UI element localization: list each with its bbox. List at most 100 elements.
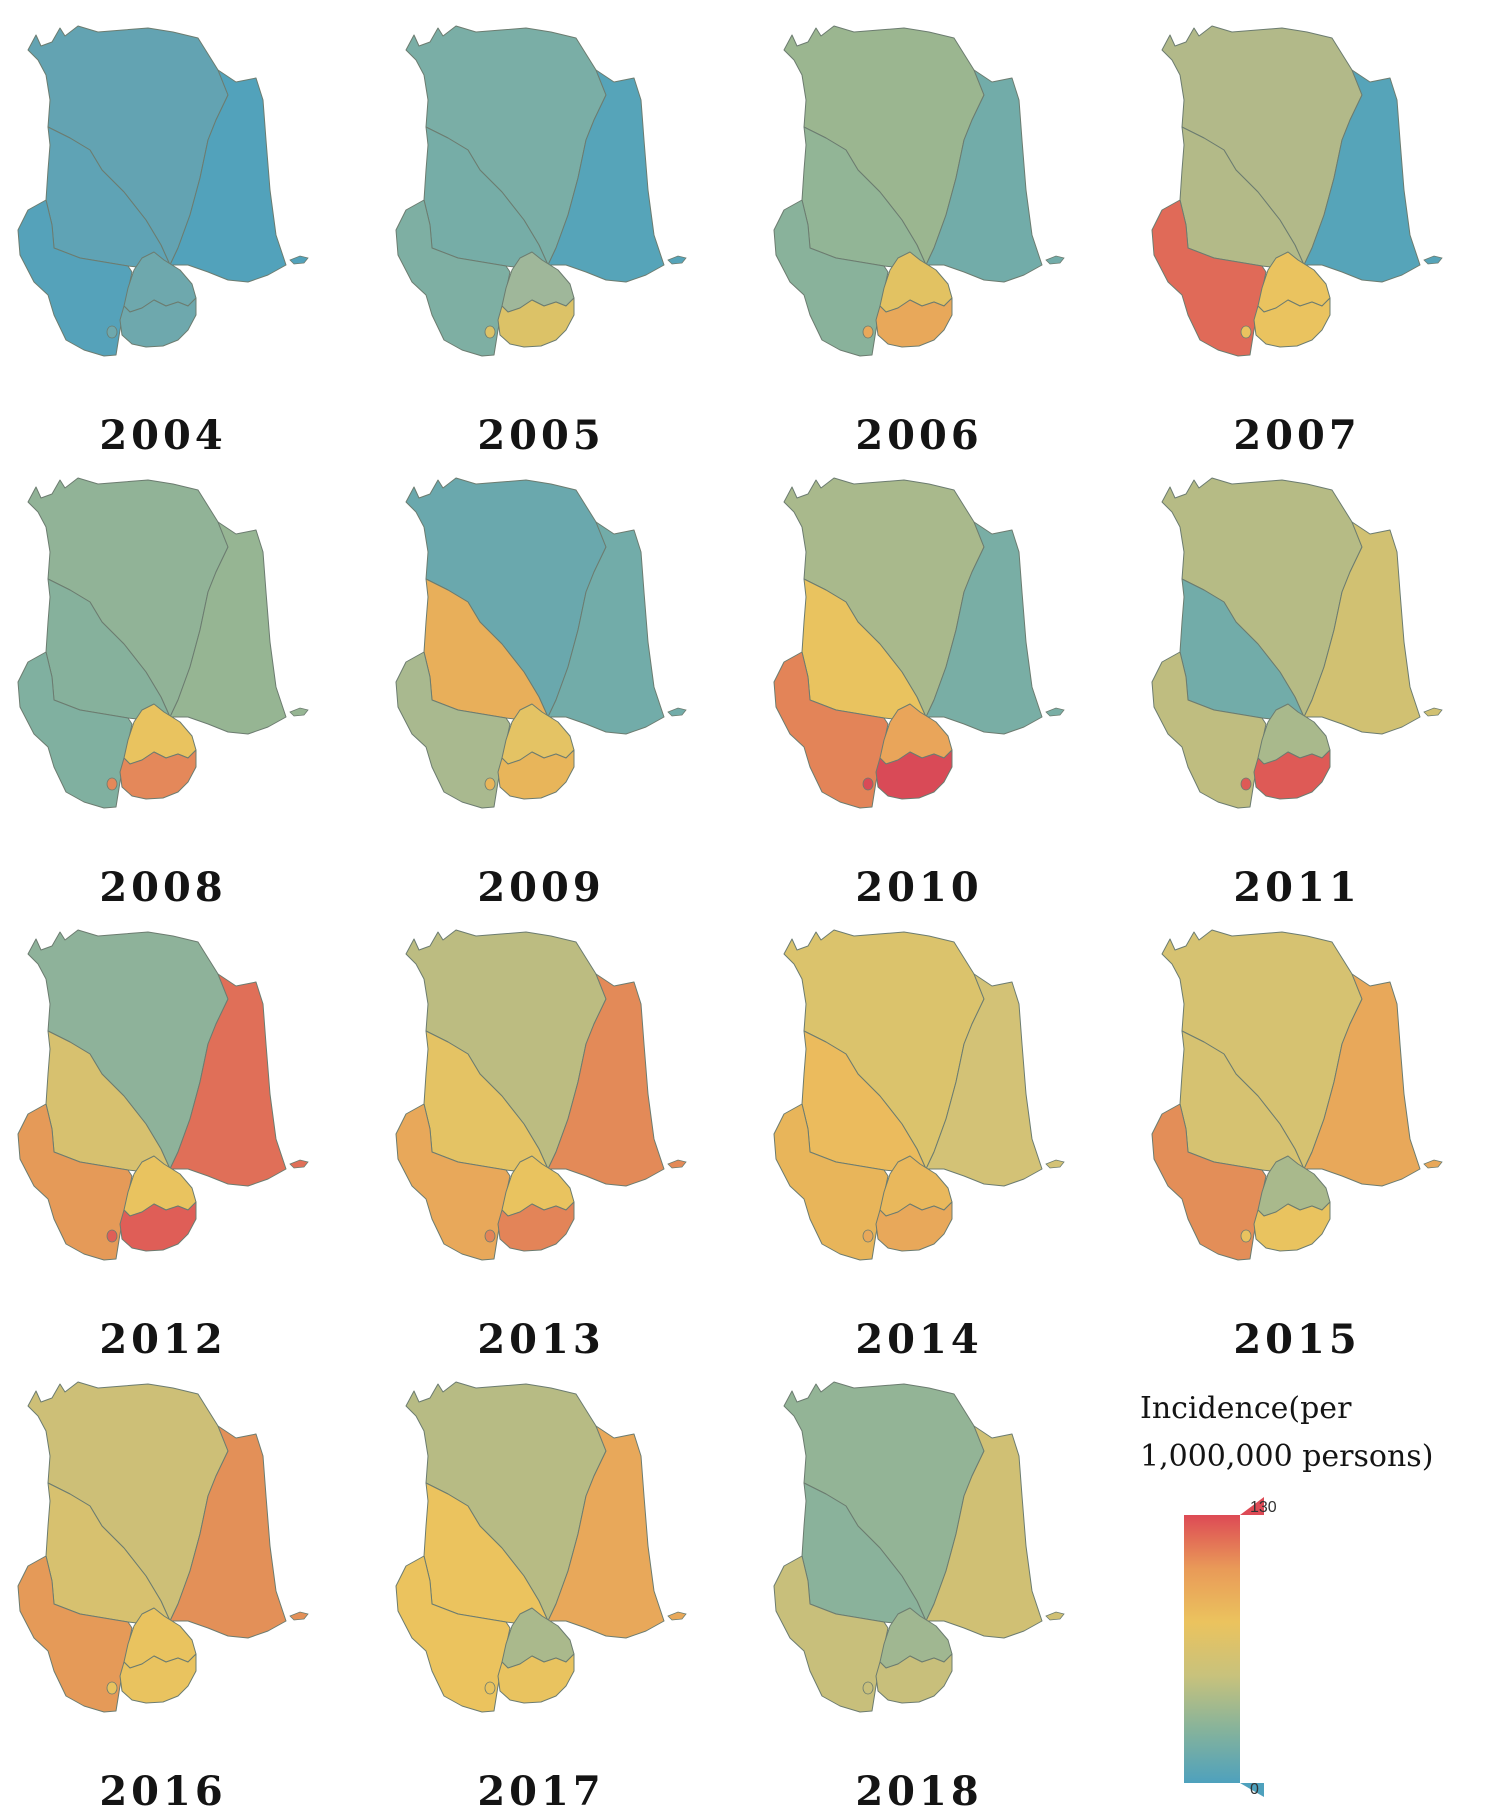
islet-right — [1045, 707, 1065, 717]
region-southwest — [395, 651, 511, 809]
map-panel-2008: 2008 — [8, 462, 348, 911]
region-east — [1303, 69, 1421, 283]
choropleth-map — [1151, 929, 1443, 1261]
min-triangle — [1240, 1783, 1264, 1797]
region-south-s — [1253, 297, 1331, 348]
year-label: 2018 — [855, 1768, 983, 1815]
islet-left — [862, 777, 874, 791]
year-label: 2017 — [477, 1768, 605, 1815]
legend-title: Incidence(per 1,000,000 persons) — [1140, 1385, 1500, 1481]
max-tick-label: 130 — [1250, 1499, 1277, 1516]
region-south-s — [119, 749, 197, 800]
region-south-s — [875, 1653, 953, 1704]
legend-title-line2: 1,000,000 persons) — [1140, 1439, 1434, 1474]
region-east — [925, 521, 1043, 735]
islet-right — [289, 1611, 309, 1621]
region-east — [925, 69, 1043, 283]
color-ramp-bar — [1184, 1515, 1240, 1783]
map-panel-2004: 2004 — [8, 10, 348, 459]
region-southwest — [395, 1103, 511, 1261]
islet-right — [289, 255, 309, 265]
islet-left — [484, 777, 496, 791]
islet-left — [862, 325, 874, 339]
year-label: 2009 — [477, 864, 605, 911]
choropleth-map — [1151, 25, 1443, 357]
islet-right — [1423, 707, 1443, 717]
choropleth-map — [395, 929, 687, 1261]
islet-left — [484, 1681, 496, 1695]
region-south-s — [875, 1201, 953, 1252]
region-east — [925, 973, 1043, 1187]
region-southwest — [773, 1103, 889, 1261]
legend: Incidence(per 1,000,000 persons) 130 0 — [1140, 1385, 1500, 1805]
year-label: 2006 — [855, 412, 983, 459]
islet-right — [667, 1159, 687, 1169]
islet-right — [667, 707, 687, 717]
map-panel-2011: 2011 — [1142, 462, 1482, 911]
region-southwest — [395, 199, 511, 357]
region-southwest — [17, 651, 133, 809]
year-label: 2008 — [99, 864, 227, 911]
region-south-s — [875, 749, 953, 800]
islet-left — [1240, 777, 1252, 791]
region-east — [1303, 973, 1421, 1187]
map-panel-2013: 2013 — [386, 914, 726, 1363]
legend-title-line1: Incidence(per — [1140, 1391, 1352, 1426]
choropleth-map — [1151, 477, 1443, 809]
islet-right — [1045, 1159, 1065, 1169]
region-southwest — [773, 1555, 889, 1713]
choropleth-map — [17, 1381, 309, 1713]
region-southwest — [1151, 1103, 1267, 1261]
choropleth-map — [395, 25, 687, 357]
region-south-s — [119, 1653, 197, 1704]
region-south-s — [1253, 1201, 1331, 1252]
region-south-s — [875, 297, 953, 348]
choropleth-map — [17, 25, 309, 357]
max-triangle — [1240, 1497, 1264, 1515]
year-label: 2011 — [1233, 864, 1361, 911]
region-east — [169, 1425, 287, 1639]
islet-right — [1045, 1611, 1065, 1621]
map-panel-2017: 2017 — [386, 1366, 726, 1815]
region-southwest — [773, 651, 889, 809]
region-south-s — [497, 297, 575, 348]
region-south-s — [1253, 749, 1331, 800]
region-southwest — [17, 1555, 133, 1713]
map-panel-2012: 2012 — [8, 914, 348, 1363]
region-southwest — [1151, 651, 1267, 809]
region-east — [547, 69, 665, 283]
choropleth-map — [773, 25, 1065, 357]
year-label: 2010 — [855, 864, 983, 911]
islet-left — [484, 1229, 496, 1243]
choropleth-map — [395, 1381, 687, 1713]
islet-right — [289, 1159, 309, 1169]
map-panel-2018: 2018 — [764, 1366, 1104, 1815]
region-south-s — [497, 1201, 575, 1252]
region-south-s — [497, 1653, 575, 1704]
year-label: 2016 — [99, 1768, 227, 1815]
year-label: 2015 — [1233, 1316, 1361, 1363]
region-east — [925, 1425, 1043, 1639]
islet-right — [667, 255, 687, 265]
region-southwest — [17, 1103, 133, 1261]
islet-right — [1423, 255, 1443, 265]
choropleth-map — [773, 477, 1065, 809]
islet-left — [862, 1681, 874, 1695]
islet-left — [862, 1229, 874, 1243]
islet-right — [667, 1611, 687, 1621]
islet-left — [106, 777, 118, 791]
islet-left — [1240, 1229, 1252, 1243]
region-east — [1303, 521, 1421, 735]
region-east — [547, 973, 665, 1187]
map-panel-2009: 2009 — [386, 462, 726, 911]
choropleth-map — [395, 477, 687, 809]
map-panel-2007: 2007 — [1142, 10, 1482, 459]
region-southwest — [395, 1555, 511, 1713]
region-south-s — [119, 297, 197, 348]
islet-left — [106, 1229, 118, 1243]
year-label: 2004 — [99, 412, 227, 459]
year-label: 2007 — [1233, 412, 1361, 459]
region-east — [169, 521, 287, 735]
map-panel-2006: 2006 — [764, 10, 1104, 459]
region-east — [547, 1425, 665, 1639]
